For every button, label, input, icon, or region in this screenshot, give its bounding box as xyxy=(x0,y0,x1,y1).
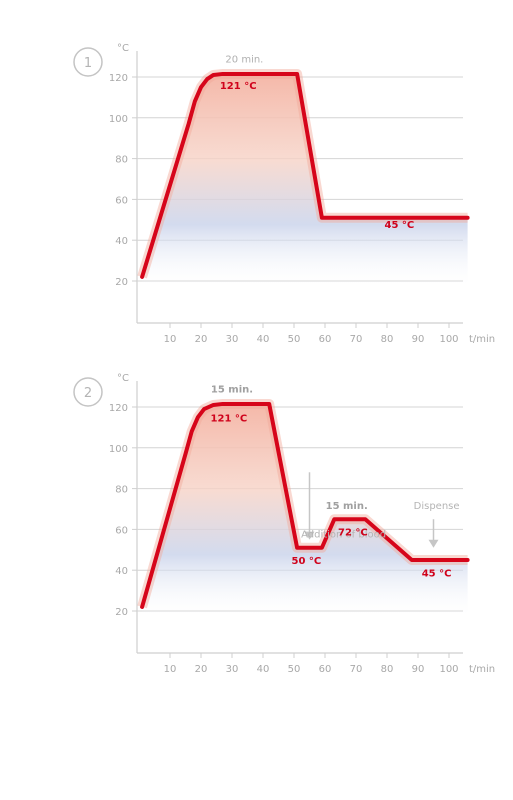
y-tick-label: 60 xyxy=(115,525,128,536)
badge-circle-1 xyxy=(73,47,103,77)
x-tick-label: 10 xyxy=(164,334,177,345)
x-tick-label: 70 xyxy=(350,664,363,675)
y-tick-label: 20 xyxy=(115,277,128,288)
x-tick-label: 90 xyxy=(412,334,425,345)
y-unit-label: °C xyxy=(117,43,129,54)
y-tick-label: 80 xyxy=(115,485,128,496)
x-unit-label: t/min xyxy=(469,664,495,675)
x-unit-label: t/min xyxy=(469,334,495,345)
x-tick-label: 100 xyxy=(439,664,458,675)
x-tick-label: 80 xyxy=(381,664,394,675)
x-tick-label: 50 xyxy=(288,334,301,345)
chart-label: 72 °C xyxy=(338,528,368,539)
y-tick-label: 40 xyxy=(115,566,128,577)
chart-2: 2 °C 20 40 60 80 100 120 10 20 30 40 50 60 70 80 90 100 t/… xyxy=(73,373,495,675)
chart-label: 45 °C xyxy=(422,568,452,579)
chart-label: 121 °C xyxy=(220,81,257,92)
series-area xyxy=(142,403,468,620)
x-tick-label: 60 xyxy=(319,664,332,675)
annotation-arrow-head xyxy=(304,531,315,540)
x-tick-label: 70 xyxy=(350,334,363,345)
x-tick-label: 80 xyxy=(381,334,394,345)
y-tick-label: 80 xyxy=(115,155,128,166)
x-tick-label: 30 xyxy=(226,664,239,675)
x-tick-label: 90 xyxy=(412,664,425,675)
y-tick-label: 120 xyxy=(109,73,128,84)
y-unit-label: °C xyxy=(117,373,129,384)
chart-1: 1 °C 20 40 60 80 100 120 10 20 30 40 50 60 70 80 90 100 t/… xyxy=(73,43,495,345)
series-line xyxy=(140,71,470,279)
chart-label: 121 °C xyxy=(211,413,248,424)
y-tick-label: 100 xyxy=(109,114,128,125)
x-tick-label: 40 xyxy=(257,664,270,675)
x-tick-label: 10 xyxy=(164,664,177,675)
chart-label: Dispense xyxy=(414,501,460,512)
x-tick-label: 40 xyxy=(257,334,270,345)
x-tick-label: 30 xyxy=(226,334,239,345)
x-tick-label: 60 xyxy=(319,334,332,345)
y-tick-label: 60 xyxy=(115,195,128,206)
chart-label: 15 min. xyxy=(211,385,253,396)
badge-number-2: 2 xyxy=(84,386,92,401)
x-tick-label: 100 xyxy=(439,334,458,345)
chart-label: 15 min. xyxy=(326,501,368,512)
series-area xyxy=(142,73,468,290)
x-tick-label: 20 xyxy=(195,664,208,675)
chart-label: 20 min. xyxy=(225,55,263,66)
y-tick-label: 120 xyxy=(109,403,128,414)
chart-label: Addition of blood xyxy=(301,530,386,541)
chart-label: 45 °C xyxy=(385,220,415,231)
y-tick-label: 100 xyxy=(109,444,128,455)
y-tick-label: 20 xyxy=(115,607,128,618)
badge-circle-2 xyxy=(73,377,103,407)
x-tick-label: 20 xyxy=(195,334,208,345)
x-tick-label: 50 xyxy=(288,664,301,675)
series-line xyxy=(140,401,470,609)
badge-number-1: 1 xyxy=(84,56,92,71)
chart-label: 50 °C xyxy=(292,556,322,567)
annotation-arrow-head xyxy=(428,539,439,548)
y-tick-label: 40 xyxy=(115,236,128,247)
